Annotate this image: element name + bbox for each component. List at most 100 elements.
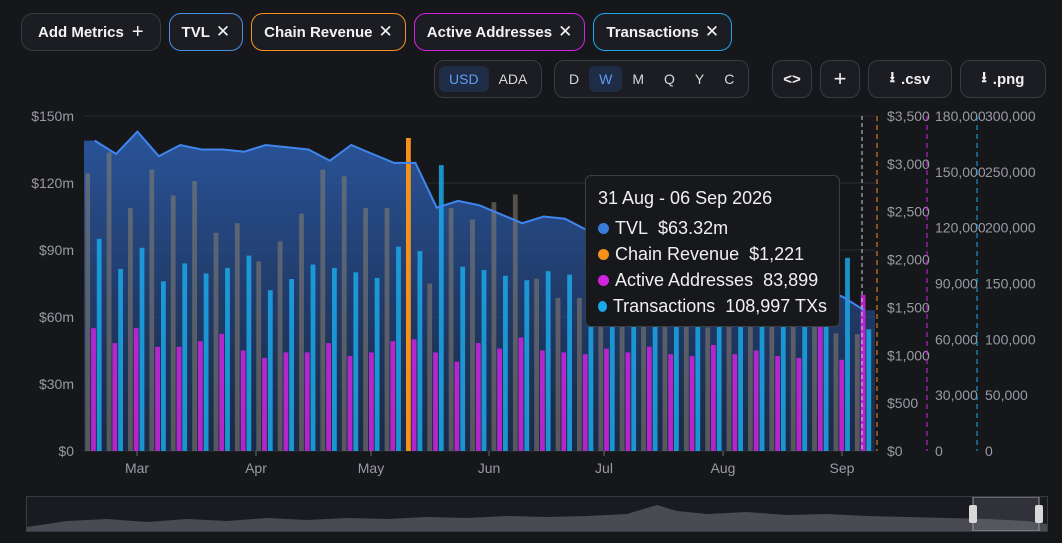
interval-d[interactable]: D xyxy=(569,71,580,87)
close-icon[interactable]: ✕ xyxy=(215,22,231,41)
transactions-bar xyxy=(332,267,337,451)
metric-chip-active-addresses[interactable]: Active Addresses ✕ xyxy=(413,13,586,51)
transactions-bar xyxy=(759,281,765,451)
add-metrics-label: Add Metrics xyxy=(38,23,124,41)
y-tick-label-transactions: 0 xyxy=(985,443,993,459)
y-tick-label-left: $0 xyxy=(58,443,74,459)
interval-c[interactable]: C xyxy=(724,71,735,87)
metric-chip-label: TVL xyxy=(181,23,210,41)
y-tick-label-transactions: 100,000 xyxy=(985,331,1036,347)
close-icon[interactable]: ✕ xyxy=(704,22,720,41)
transactions-bar xyxy=(823,277,829,451)
close-icon[interactable]: ✕ xyxy=(558,22,573,41)
transactions-bar xyxy=(96,238,102,451)
active-addresses-bar xyxy=(475,343,481,451)
x-tick-label: Jun xyxy=(478,460,501,476)
active-addresses-bar xyxy=(775,356,780,451)
active-addresses-bar xyxy=(390,341,396,451)
transactions-bar xyxy=(438,165,444,451)
png-label: .png xyxy=(992,70,1025,88)
transactions-bar xyxy=(417,251,423,451)
x-tick-label: Mar xyxy=(125,460,149,476)
currency-ada[interactable]: ADA xyxy=(498,71,528,87)
transactions-bar xyxy=(802,272,808,451)
active-addresses-bar xyxy=(561,352,567,451)
y-tick-label-addresses: 90,000 xyxy=(935,276,978,292)
revenue-bar xyxy=(170,195,176,451)
revenue-bar xyxy=(769,320,775,451)
transactions-bar xyxy=(246,255,252,451)
active-addresses-bar xyxy=(197,341,203,451)
download-csv-button[interactable]: ⭳ .csv xyxy=(868,60,952,98)
revenue-bar xyxy=(491,202,497,451)
y-tick-label-left: $60m xyxy=(39,309,74,325)
metric-chip-transactions[interactable]: Transactions ✕ xyxy=(593,13,733,51)
metrics-chart[interactable]: $0 $30m $60m $90m $120m $150m $0 $500 $1,000 $1,5… xyxy=(0,100,1062,490)
transactions-bar xyxy=(139,247,145,451)
interval-w[interactable]: W xyxy=(589,66,623,92)
transactions-bar xyxy=(652,281,658,451)
range-navigator[interactable] xyxy=(26,496,1048,532)
active-addresses-bar xyxy=(668,354,674,451)
active-addresses-bar xyxy=(219,333,225,451)
transactions-bar xyxy=(524,280,530,451)
navigator-handle-right[interactable] xyxy=(1035,505,1043,523)
plus-icon: + xyxy=(833,66,847,91)
metric-chip-label: Chain Revenue xyxy=(264,23,373,41)
interval-y[interactable]: Y xyxy=(694,71,705,87)
add-metrics-button[interactable]: Add Metrics + xyxy=(21,13,161,51)
y-tick-label-transactions: 200,000 xyxy=(985,220,1036,236)
active-addresses-bar xyxy=(839,359,845,451)
transactions-bar xyxy=(866,329,872,451)
active-addresses-bar xyxy=(433,352,438,451)
revenue-bar xyxy=(662,322,668,451)
tooltip-series-value: 83,899 xyxy=(763,269,819,290)
active-addresses-bar xyxy=(689,356,695,451)
y-tick-label-addresses: 120,000 xyxy=(935,220,986,236)
active-addresses-bar xyxy=(796,357,802,451)
y-tick-label-addresses: 30,000 xyxy=(935,387,978,403)
revenue-bar xyxy=(470,219,475,451)
currency-usd[interactable]: USD xyxy=(439,66,489,92)
y-tick-label-revenue: $3,500 xyxy=(887,108,930,124)
transactions-bar xyxy=(396,246,401,451)
metric-chip-chain-revenue[interactable]: Chain Revenue ✕ xyxy=(251,13,406,51)
revenue-bar xyxy=(277,241,283,451)
active-addresses-bar xyxy=(646,346,652,451)
add-button[interactable]: + xyxy=(820,60,860,98)
active-addresses-bar xyxy=(732,354,738,451)
currency-toggle: USD ADA xyxy=(434,60,543,98)
revenue-bar xyxy=(598,285,604,451)
metric-chip-label: Transactions xyxy=(606,23,699,41)
revenue-bar xyxy=(149,169,155,451)
active-addresses-bar xyxy=(283,352,289,451)
series-dot xyxy=(598,274,609,286)
revenue-bar xyxy=(748,326,753,451)
download-png-button[interactable]: ⭳ .png xyxy=(960,60,1046,98)
revenue-bar xyxy=(812,326,817,451)
y-tick-label-addresses: 60,000 xyxy=(935,331,978,347)
interval-m[interactable]: M xyxy=(632,71,645,87)
navigator-handle-left[interactable] xyxy=(969,505,977,523)
y-tick-label-transactions: 150,000 xyxy=(985,276,1036,292)
active-addresses-bar xyxy=(112,343,118,451)
interval-q[interactable]: Q xyxy=(664,71,675,87)
y-tick-label-left: $150m xyxy=(31,108,74,124)
metric-chip-tvl[interactable]: TVL ✕ xyxy=(168,13,244,51)
transactions-bar xyxy=(780,270,786,451)
y-tick-label-revenue: $0 xyxy=(887,443,903,459)
active-addresses-bar xyxy=(155,346,160,451)
plus-icon: + xyxy=(131,20,144,43)
active-addresses-bar xyxy=(540,350,545,451)
transactions-bar xyxy=(545,271,551,451)
active-addresses-bar xyxy=(518,337,524,451)
transactions-bar xyxy=(609,283,615,451)
navigator-preview xyxy=(27,496,1047,532)
revenue-bar xyxy=(705,327,711,451)
y-tick-label-revenue: $1,500 xyxy=(887,299,930,315)
close-icon[interactable]: ✕ xyxy=(378,22,393,41)
y-tick-label-addresses: 0 xyxy=(935,443,943,459)
revenue-bar xyxy=(85,173,91,451)
metrics-bar: Add Metrics + TVL ✕ Chain Revenue ✕ Acti… xyxy=(21,12,733,52)
embed-button[interactable]: <> xyxy=(772,60,812,98)
